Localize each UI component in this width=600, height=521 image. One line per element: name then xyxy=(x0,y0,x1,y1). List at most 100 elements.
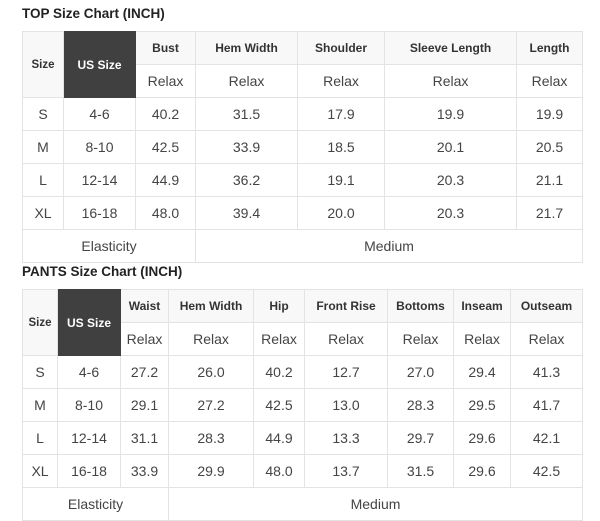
value-cell: 21.7 xyxy=(516,196,583,230)
elasticity-row: Elasticity Medium xyxy=(22,229,583,263)
value-cell: 18.5 xyxy=(297,130,385,164)
elasticity-label: Elasticity xyxy=(22,487,169,521)
column-header: Outseam xyxy=(510,289,583,323)
fit-cell: Relax xyxy=(297,64,385,98)
value-cell: 20.1 xyxy=(384,130,517,164)
value-cell: 41.7 xyxy=(510,388,583,422)
value-cell: 20.3 xyxy=(384,196,517,230)
value-cell: 19.9 xyxy=(516,97,583,131)
us-size-cell: 16-18 xyxy=(57,454,121,488)
us-size-cell: 8-10 xyxy=(57,388,121,422)
table-row: XL 16-18 48.0 39.4 20.0 20.3 21.7 xyxy=(22,196,583,230)
value-cell: 19.1 xyxy=(297,163,385,197)
value-cell: 19.9 xyxy=(384,97,517,131)
value-cell: 29.4 xyxy=(453,355,511,389)
value-cell: 20.0 xyxy=(297,196,385,230)
fit-row: Relax Relax Relax Relax Relax xyxy=(23,64,583,98)
value-cell: 13.7 xyxy=(304,454,388,488)
column-header: Hem Width xyxy=(168,289,254,323)
us-size-cell: 4-6 xyxy=(63,97,136,131)
column-header: Hem Width xyxy=(195,31,298,65)
us-size-cell: 16-18 xyxy=(63,196,136,230)
value-cell: 42.5 xyxy=(253,388,305,422)
value-cell: 48.0 xyxy=(253,454,305,488)
value-cell: 12.7 xyxy=(304,355,388,389)
size-cell: XL xyxy=(22,196,64,230)
fit-cell: Relax xyxy=(135,64,196,98)
table-row: S 4-6 40.2 31.5 17.9 19.9 19.9 xyxy=(22,97,583,131)
pants-size-chart-title: PANTS Size Chart (INCH) xyxy=(22,264,183,279)
value-cell: 42.5 xyxy=(510,454,583,488)
table-row: S 4-6 27.2 26.0 40.2 12.7 27.0 29.4 41.3 xyxy=(22,355,583,389)
value-cell: 26.0 xyxy=(168,355,254,389)
table-row: XL 16-18 33.9 29.9 48.0 13.7 31.5 29.6 42.5 xyxy=(22,454,583,488)
us-size-cell: 8-10 xyxy=(63,130,136,164)
fit-cell: Relax xyxy=(384,64,517,98)
value-cell: 42.1 xyxy=(510,421,583,455)
size-header: Size xyxy=(22,289,58,356)
fit-cell: Relax xyxy=(253,322,305,356)
column-header: Sleeve Length xyxy=(384,31,517,65)
fit-cell: Relax xyxy=(304,322,388,356)
top-size-chart-title: TOP Size Chart (INCH) xyxy=(22,6,165,21)
us-size-header: US Size xyxy=(57,289,121,356)
table-row: L 12-14 31.1 28.3 44.9 13.3 29.7 29.6 42.1 xyxy=(22,421,583,455)
value-cell: 27.2 xyxy=(168,388,254,422)
value-cell: 40.2 xyxy=(253,355,305,389)
size-cell: L xyxy=(22,421,58,455)
size-header: Size xyxy=(22,31,64,98)
table-row: M 8-10 29.1 27.2 42.5 13.0 28.3 29.5 41.7 xyxy=(22,388,583,422)
size-cell: L xyxy=(22,163,64,197)
size-cell: M xyxy=(22,388,58,422)
value-cell: 27.0 xyxy=(387,355,454,389)
value-cell: 48.0 xyxy=(135,196,196,230)
value-cell: 40.2 xyxy=(135,97,196,131)
value-cell: 41.3 xyxy=(510,355,583,389)
value-cell: 33.9 xyxy=(120,454,169,488)
header-row: Size US Size Waist Hem Width Hip Front Rise Bo… xyxy=(22,289,583,356)
fit-cell: Relax xyxy=(516,64,583,98)
value-cell: 28.3 xyxy=(387,388,454,422)
size-cell: S xyxy=(22,355,58,389)
elasticity-row: Elasticity Medium xyxy=(22,487,583,521)
value-cell: 36.2 xyxy=(195,163,298,197)
pants-size-table: Size US Size Waist Hem Width Hip Front Rise Bo… xyxy=(22,289,583,521)
column-header: Front Rise xyxy=(304,289,388,323)
us-size-cell: 12-14 xyxy=(57,421,121,455)
fit-cell: Relax xyxy=(387,322,454,356)
header-row: Size US Size Bust Hem Width Shoulder Sleeve L… xyxy=(22,31,583,98)
table-row: L 12-14 44.9 36.2 19.1 20.3 21.1 xyxy=(22,163,583,197)
value-cell: 39.4 xyxy=(195,196,298,230)
column-header: Length xyxy=(516,31,583,65)
value-cell: 29.9 xyxy=(168,454,254,488)
value-cell: 42.5 xyxy=(135,130,196,164)
us-size-cell: 4-6 xyxy=(57,355,121,389)
value-cell: 44.9 xyxy=(253,421,305,455)
column-header: Waist xyxy=(120,289,169,323)
value-cell: 27.2 xyxy=(120,355,169,389)
value-cell: 29.7 xyxy=(387,421,454,455)
top-size-table: Size US Size Bust Hem Width Shoulder Sleeve L… xyxy=(22,31,583,263)
elasticity-value: Medium xyxy=(195,229,583,263)
size-cell: M xyxy=(22,130,64,164)
column-header: Bust xyxy=(135,31,196,65)
value-cell: 29.6 xyxy=(453,421,511,455)
column-header: Shoulder xyxy=(297,31,385,65)
fit-cell: Relax xyxy=(510,322,583,356)
value-cell: 20.5 xyxy=(516,130,583,164)
column-header: Hip xyxy=(253,289,305,323)
elasticity-value: Medium xyxy=(168,487,583,521)
value-cell: 17.9 xyxy=(297,97,385,131)
fit-cell: Relax xyxy=(120,322,169,356)
us-size-header: US Size xyxy=(63,31,136,98)
value-cell: 31.5 xyxy=(387,454,454,488)
value-cell: 31.5 xyxy=(195,97,298,131)
value-cell: 29.6 xyxy=(453,454,511,488)
value-cell: 28.3 xyxy=(168,421,254,455)
fit-cell: Relax xyxy=(453,322,511,356)
value-cell: 13.0 xyxy=(304,388,388,422)
column-header: Bottoms xyxy=(387,289,454,323)
fit-row: Relax Relax Relax Relax Relax Relax Relax xyxy=(23,322,583,356)
value-cell: 44.9 xyxy=(135,163,196,197)
column-header: Inseam xyxy=(453,289,511,323)
